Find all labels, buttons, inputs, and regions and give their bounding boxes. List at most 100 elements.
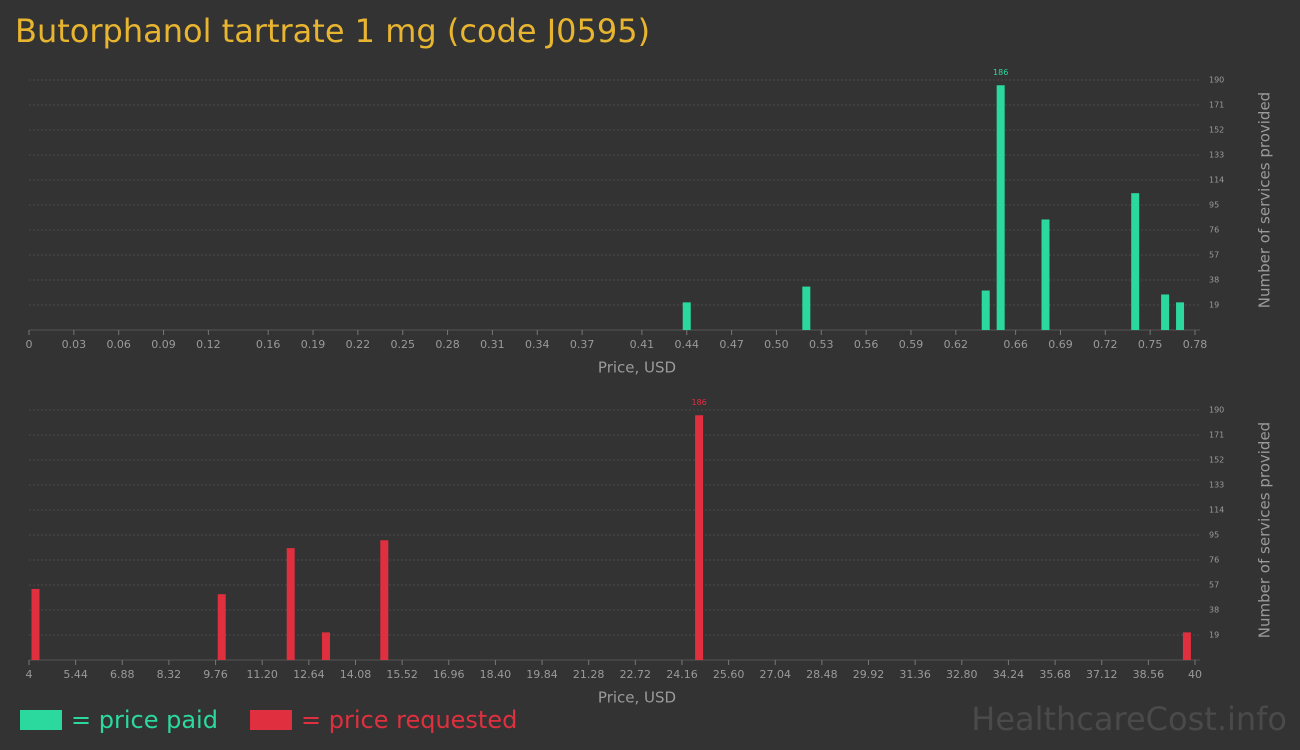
x-tick-label: 40 xyxy=(1188,668,1202,681)
x-tick-label: 0.53 xyxy=(809,338,834,351)
data-label: 186 xyxy=(691,398,706,407)
x-tick-label: 6.88 xyxy=(110,668,135,681)
x-tick-label: 0.03 xyxy=(62,338,87,351)
x-tick-label: 4 xyxy=(26,668,33,681)
y-tick-label: 19 xyxy=(1209,631,1219,640)
y-tick-label: 38 xyxy=(1209,276,1219,285)
x-tick-label: 25.60 xyxy=(713,668,745,681)
y-tick-label: 171 xyxy=(1209,101,1224,110)
x-tick-label: 11.20 xyxy=(246,668,278,681)
y-tick-label: 133 xyxy=(1209,151,1224,160)
y-tick-label: 133 xyxy=(1209,481,1224,490)
x-tick-label: 15.52 xyxy=(386,668,418,681)
bar xyxy=(682,302,691,330)
x-tick-label: 0.37 xyxy=(570,338,595,351)
y-tick-label: 57 xyxy=(1209,581,1219,590)
y-tick-label: 152 xyxy=(1209,126,1224,135)
x-tick-label: 12.64 xyxy=(293,668,325,681)
chart-title: Butorphanol tartrate 1 mg (code J0595) xyxy=(15,12,650,50)
x-tick-label: 35.68 xyxy=(1039,668,1071,681)
x-tick-label: 27.04 xyxy=(759,668,791,681)
bar xyxy=(695,415,704,660)
x-tick-label: 0.66 xyxy=(1003,338,1028,351)
x-tick-label: 0.62 xyxy=(944,338,969,351)
y-tick-label: 190 xyxy=(1209,406,1224,415)
x-tick-label: 32.80 xyxy=(946,668,978,681)
bar xyxy=(286,548,295,660)
bar xyxy=(1161,294,1170,330)
x-tick-label: 8.32 xyxy=(157,668,182,681)
bar xyxy=(322,632,331,660)
data-label: 186 xyxy=(993,68,1008,77)
bar xyxy=(1041,219,1050,330)
x-tick-label: 0.50 xyxy=(764,338,789,351)
x-tick-label: 0.72 xyxy=(1093,338,1118,351)
x-tick-label: 0.16 xyxy=(256,338,281,351)
x-tick-label: 0.34 xyxy=(525,338,550,351)
y-tick-label: 57 xyxy=(1209,251,1219,260)
bar xyxy=(31,588,40,660)
y-tick-label: 76 xyxy=(1209,556,1219,565)
x-tick-label: 0.44 xyxy=(674,338,699,351)
x-tick-label: 0.78 xyxy=(1183,338,1208,351)
y-tick-label: 19 xyxy=(1209,301,1219,310)
x-tick-label: 21.28 xyxy=(573,668,605,681)
legend-label: = price requested xyxy=(301,706,517,734)
bar xyxy=(981,290,990,330)
bar xyxy=(217,594,226,660)
x-tick-label: 9.76 xyxy=(203,668,228,681)
x-tick-label: 19.84 xyxy=(526,668,558,681)
bar xyxy=(1131,193,1140,330)
x-tick-label: 34.24 xyxy=(993,668,1025,681)
x-axis-title: Price, USD xyxy=(598,689,676,707)
x-tick-label: 0.25 xyxy=(390,338,415,351)
x-tick-label: 24.16 xyxy=(666,668,698,681)
watermark: HealthcareCost.info xyxy=(971,700,1287,738)
x-tick-label: 31.36 xyxy=(899,668,931,681)
x-tick-label: 0.19 xyxy=(301,338,326,351)
bar xyxy=(380,540,389,660)
x-tick-label: 0.59 xyxy=(899,338,924,351)
x-tick-label: 0.22 xyxy=(346,338,371,351)
x-tick-label: 0.31 xyxy=(480,338,505,351)
bar xyxy=(1176,302,1185,330)
bar xyxy=(1182,632,1191,660)
y-tick-label: 114 xyxy=(1209,506,1224,515)
x-tick-label: 0.69 xyxy=(1048,338,1073,351)
x-tick-label: 18.40 xyxy=(480,668,512,681)
y-tick-label: 152 xyxy=(1209,456,1224,465)
y-tick-label: 76 xyxy=(1209,226,1219,235)
x-tick-label: 0.09 xyxy=(151,338,176,351)
legend-swatch xyxy=(250,710,292,730)
x-tick-label: 0.28 xyxy=(435,338,460,351)
x-tick-label: 0.56 xyxy=(854,338,879,351)
x-axis-title: Price, USD xyxy=(598,359,676,377)
y-tick-label: 95 xyxy=(1209,531,1219,540)
bar xyxy=(996,85,1005,331)
x-tick-label: 5.44 xyxy=(63,668,88,681)
x-tick-label: 16.96 xyxy=(433,668,465,681)
x-tick-label: 0.47 xyxy=(719,338,744,351)
y-axis-title: Number of services provided xyxy=(1256,422,1274,638)
y-tick-label: 95 xyxy=(1209,201,1219,210)
x-tick-label: 0 xyxy=(26,338,33,351)
x-tick-label: 0.75 xyxy=(1138,338,1163,351)
x-tick-label: 29.92 xyxy=(853,668,885,681)
x-tick-label: 0.41 xyxy=(630,338,655,351)
bar xyxy=(802,286,811,330)
x-tick-label: 37.12 xyxy=(1086,668,1118,681)
y-tick-label: 171 xyxy=(1209,431,1224,440)
y-axis-title: Number of services provided xyxy=(1256,92,1274,308)
x-tick-label: 0.06 xyxy=(106,338,131,351)
y-tick-label: 38 xyxy=(1209,606,1219,615)
y-tick-label: 114 xyxy=(1209,176,1224,185)
x-tick-label: 0.12 xyxy=(196,338,221,351)
x-tick-label: 38.56 xyxy=(1133,668,1165,681)
legend-swatch xyxy=(20,710,62,730)
x-tick-label: 28.48 xyxy=(806,668,838,681)
x-tick-label: 14.08 xyxy=(340,668,372,681)
x-tick-label: 22.72 xyxy=(620,668,652,681)
legend-label: = price paid xyxy=(71,706,218,734)
